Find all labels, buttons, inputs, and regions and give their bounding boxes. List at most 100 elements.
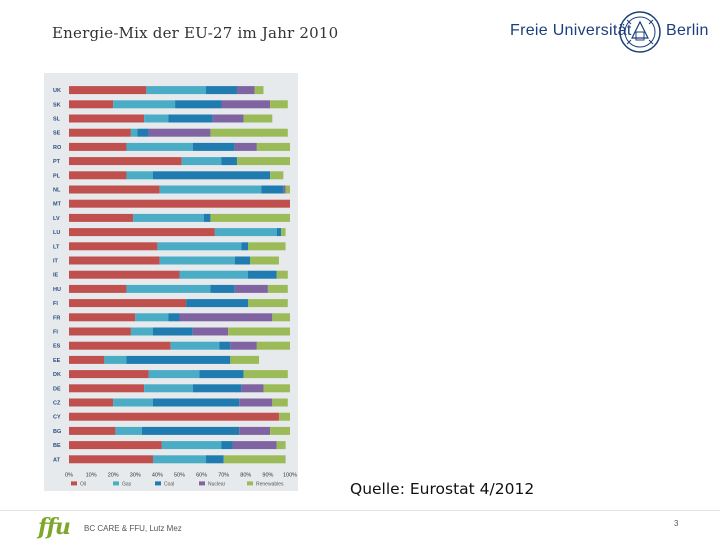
category-label: MT [53,202,62,208]
bar-segment [69,157,182,166]
bar-segment [69,142,127,151]
bar-segment [126,142,193,151]
bar-segment [113,100,176,109]
bar-segment [234,142,257,151]
bar-segment [270,171,284,180]
bar-segment [232,441,277,450]
bar-segment [203,213,211,222]
category-label: PL [53,173,61,179]
bar-segment [221,157,237,166]
bar-segment [234,284,268,293]
bar-segment [69,327,131,336]
legend-label: Coal [164,481,174,487]
bar-segment [192,384,242,393]
bar-segment [276,441,286,450]
bar-segment [248,299,288,308]
bar-segment [261,185,284,194]
bar-segment [219,341,231,350]
category-label: FR [53,315,60,321]
category-label: DK [53,372,61,378]
category-label: BG [53,429,61,435]
bar-segment [137,128,149,137]
legend-label: Nuclear [208,481,226,487]
bar-segment [210,213,290,222]
bar-segment [115,426,142,435]
category-label: LV [53,216,60,222]
legend-label: Oil [80,481,86,487]
bar-segment [199,370,244,379]
bar-segment [170,341,220,350]
category-label: SK [53,102,61,108]
category-label: PT [53,159,61,165]
category-label: NL [53,188,61,194]
legend-label: Renewables [256,481,284,487]
bar-segment [248,270,277,279]
bar-segment [206,86,237,95]
bar-segment [210,284,235,293]
bar-segment [179,270,249,279]
bar-segment [144,114,169,123]
category-label: IE [53,273,59,279]
bar-segment [157,242,242,251]
bar-segment [152,455,207,464]
bar-segment [192,142,235,151]
bar-segment [148,370,200,379]
bar-segment [168,114,213,123]
bar-segment [69,398,114,407]
university-logo: Freie Universität Berlin [510,8,708,58]
footer-text: BC CARE & FFU, Lutz Mez [84,524,182,533]
x-tick-label: 50% [174,472,185,478]
bar-segment [223,455,286,464]
bar-segment [69,185,160,194]
source-note: Quelle: Eurostat 4/2012 [350,480,535,498]
bar-segment [104,355,127,364]
legend-swatch [199,481,205,486]
bar-segment [256,142,290,151]
bar-segment [69,284,127,293]
bar-segment [212,114,244,123]
category-label: RO [53,145,62,151]
ffu-logo: ffu [38,514,71,540]
legend-swatch [155,481,161,486]
bar-segment [141,426,240,435]
bar-segment [126,284,211,293]
bar-segment [272,398,288,407]
bar-segment [130,128,138,137]
bar-segment [69,341,171,350]
x-tick-label: 60% [196,472,207,478]
bar-segment [236,157,290,166]
bar-segment [254,86,264,95]
bar-segment [270,100,288,109]
bar-segment [267,284,288,293]
x-tick-label: 10% [86,472,97,478]
legend-swatch [113,481,119,486]
bar-segment [146,86,207,95]
bar-segment [214,228,277,237]
category-label: IT [53,259,59,265]
bar-segment [248,242,286,251]
bar-segment [69,256,160,265]
bar-segment [130,327,153,336]
energy-mix-chart: UK SK SL SE RO PT PL NL MT LV LU LT IT IE HU FI FR FI ES EE… [53,86,297,487]
category-label: AT [53,457,61,463]
bar-segment [69,114,145,123]
x-tick-label: 100% [283,472,297,478]
chart-panel: UK SK SL SE RO PT PL NL MT LV LU LT IT IE HU FI FR FI ES EE… [44,73,298,491]
bar-segment [243,370,288,379]
category-label: SE [53,131,61,137]
bar-segment [239,426,271,435]
bar-segment [270,426,290,435]
bar-segment [179,313,273,322]
legend-swatch [71,481,77,486]
bar-segment [113,398,153,407]
bar-segment [228,327,290,336]
x-tick-label: 70% [218,472,229,478]
bar-segment [278,412,290,421]
page-number: 3 [674,519,679,528]
bar-segment [148,128,211,137]
category-label: BE [53,443,61,449]
category-label: FI [53,301,58,307]
category-label: HU [53,287,61,293]
bar-segment [69,313,136,322]
category-label: SL [53,117,61,123]
